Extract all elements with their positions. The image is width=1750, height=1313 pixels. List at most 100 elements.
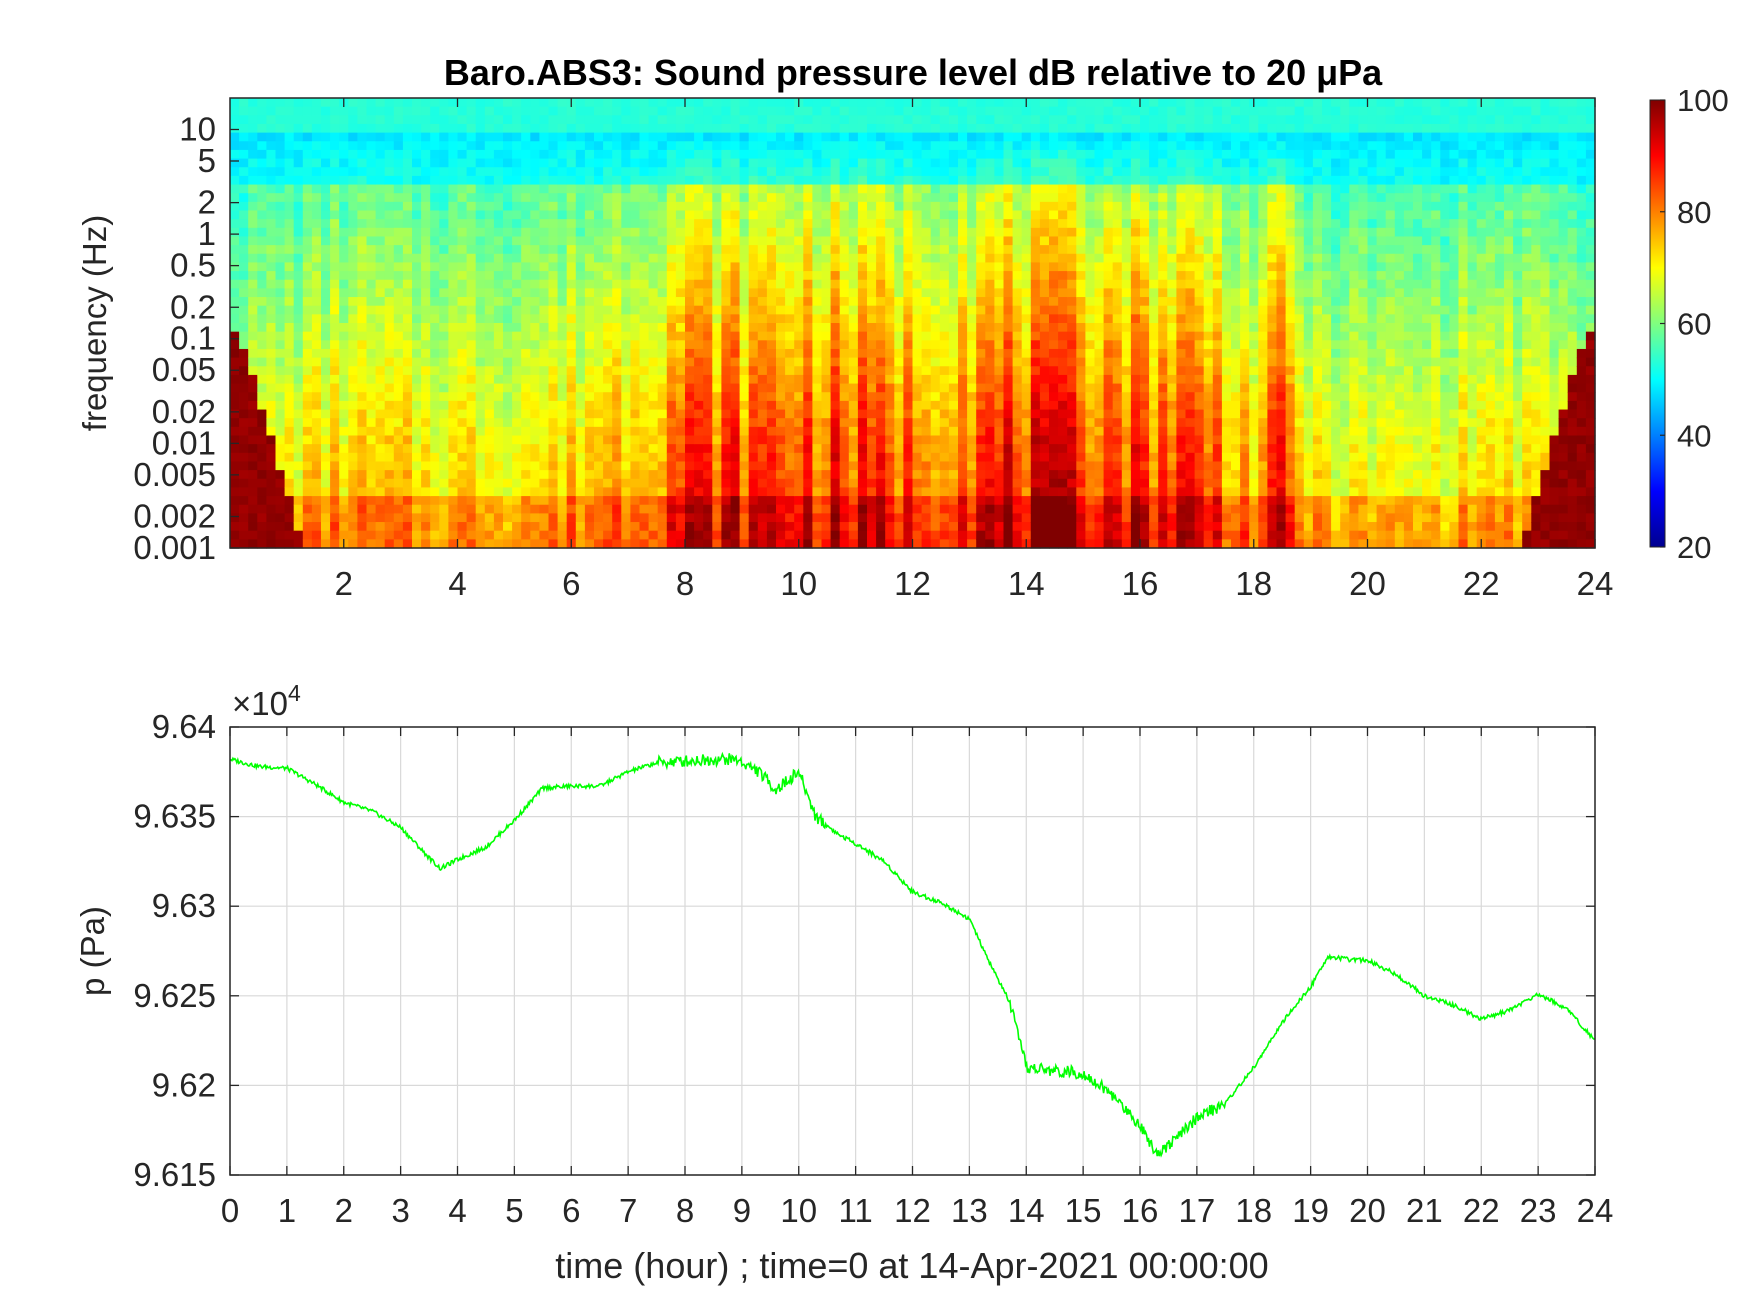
heatmap-cell <box>448 149 459 160</box>
heatmap-cell <box>739 522 750 532</box>
heatmap-cell <box>876 478 886 489</box>
heatmap-cell <box>584 400 595 411</box>
heatmap-cell <box>257 184 267 194</box>
heatmap-cell <box>302 115 313 125</box>
heatmap-cell <box>830 461 841 471</box>
heatmap-cell <box>712 193 722 203</box>
heatmap-cell <box>493 340 504 350</box>
heatmap-cell <box>566 210 577 220</box>
heatmap-cell <box>330 132 340 142</box>
heatmap-cell <box>894 253 904 264</box>
heatmap-cell <box>648 106 659 116</box>
heatmap-cell <box>930 115 941 125</box>
heatmap-cell <box>475 158 486 168</box>
heatmap-cell <box>921 297 932 307</box>
heatmap-cell <box>630 452 641 463</box>
heatmap-cell <box>1030 418 1041 428</box>
heatmap-cell <box>639 314 650 324</box>
heatmap-cell <box>239 496 249 506</box>
heatmap-cell <box>530 236 540 246</box>
heatmap-cell <box>393 141 404 151</box>
heatmap-cell <box>384 219 395 229</box>
heatmap-cell <box>321 323 331 333</box>
heatmap-cell <box>848 219 859 229</box>
heatmap-cell <box>1049 400 1059 411</box>
heatmap-cell <box>484 426 495 437</box>
heatmap-cell <box>867 279 877 289</box>
heatmap-cell <box>275 158 286 168</box>
heatmap-cell <box>493 400 504 411</box>
heatmap-cell <box>421 539 431 549</box>
heatmap-cell <box>1067 496 1077 506</box>
heatmap-cell <box>357 539 368 549</box>
heatmap-cell <box>257 496 267 506</box>
heatmap-cell <box>666 106 677 116</box>
heatmap-cell <box>1067 271 1077 281</box>
heatmap-cell <box>657 366 668 376</box>
heatmap-cell <box>575 323 586 333</box>
heatmap-cell <box>694 158 704 168</box>
heatmap-cell <box>748 271 759 281</box>
heatmap-cell <box>493 513 504 523</box>
heatmap-cell <box>639 374 650 385</box>
heatmap-cell <box>958 452 968 463</box>
heatmap-cell <box>584 297 595 307</box>
heatmap-cell <box>348 201 358 212</box>
heatmap-cell <box>739 219 750 229</box>
heatmap-cell <box>830 262 841 272</box>
heatmap-cell <box>266 539 277 549</box>
heatmap-cell <box>1076 348 1086 359</box>
heatmap-cell <box>430 539 440 549</box>
heatmap-cell <box>421 513 431 523</box>
heatmap-cell <box>339 383 349 393</box>
heatmap-cell <box>1012 158 1023 168</box>
heatmap-cell <box>721 539 732 549</box>
heatmap-cell <box>685 539 695 549</box>
heatmap-cell <box>421 522 431 532</box>
heatmap-cell <box>839 227 850 238</box>
heatmap-cell <box>584 348 595 359</box>
heatmap-cell <box>321 271 331 281</box>
heatmap-cell <box>958 409 968 419</box>
heatmap-cell <box>311 374 322 385</box>
heatmap-cell <box>812 426 823 437</box>
heatmap-cell <box>766 418 777 428</box>
heatmap-cell <box>930 253 941 264</box>
heatmap-cell <box>584 513 595 523</box>
heatmap-cell <box>685 409 695 419</box>
heatmap-cell <box>894 98 904 108</box>
heatmap-cell <box>375 193 386 203</box>
heatmap-cell <box>521 392 531 402</box>
heatmap-cell <box>803 400 813 411</box>
heatmap-cell <box>1094 115 1105 125</box>
heatmap-cell <box>730 219 741 229</box>
heatmap-cell <box>612 522 622 532</box>
heatmap-cell <box>384 236 395 246</box>
heatmap-cell <box>266 392 277 402</box>
heatmap-cell <box>812 245 823 255</box>
heatmap-cell <box>803 487 813 497</box>
heatmap-cell <box>457 305 468 315</box>
heatmap-cell <box>521 340 531 350</box>
heatmap-cell <box>994 305 1005 315</box>
heatmap-cell <box>730 357 741 367</box>
heatmap-cell <box>739 305 750 315</box>
heatmap-cell <box>657 504 668 514</box>
heatmap-cell <box>284 236 295 246</box>
heatmap-cell <box>694 149 704 160</box>
heatmap-cell <box>903 158 914 168</box>
heatmap-cell <box>666 158 677 168</box>
heatmap-cell <box>812 106 823 116</box>
heatmap-cell <box>948 348 959 359</box>
heatmap-cell <box>867 227 877 238</box>
heatmap-cell <box>630 487 641 497</box>
heatmap-cell <box>876 132 886 142</box>
heatmap-cell <box>958 210 968 220</box>
heatmap-cell <box>412 167 422 177</box>
heatmap-cell <box>958 331 968 341</box>
heatmap-cell <box>1030 409 1041 419</box>
heatmap-cell <box>248 522 258 532</box>
heatmap-cell <box>930 496 941 506</box>
heatmap-cell <box>648 504 659 514</box>
heatmap-cell <box>1085 314 1096 324</box>
